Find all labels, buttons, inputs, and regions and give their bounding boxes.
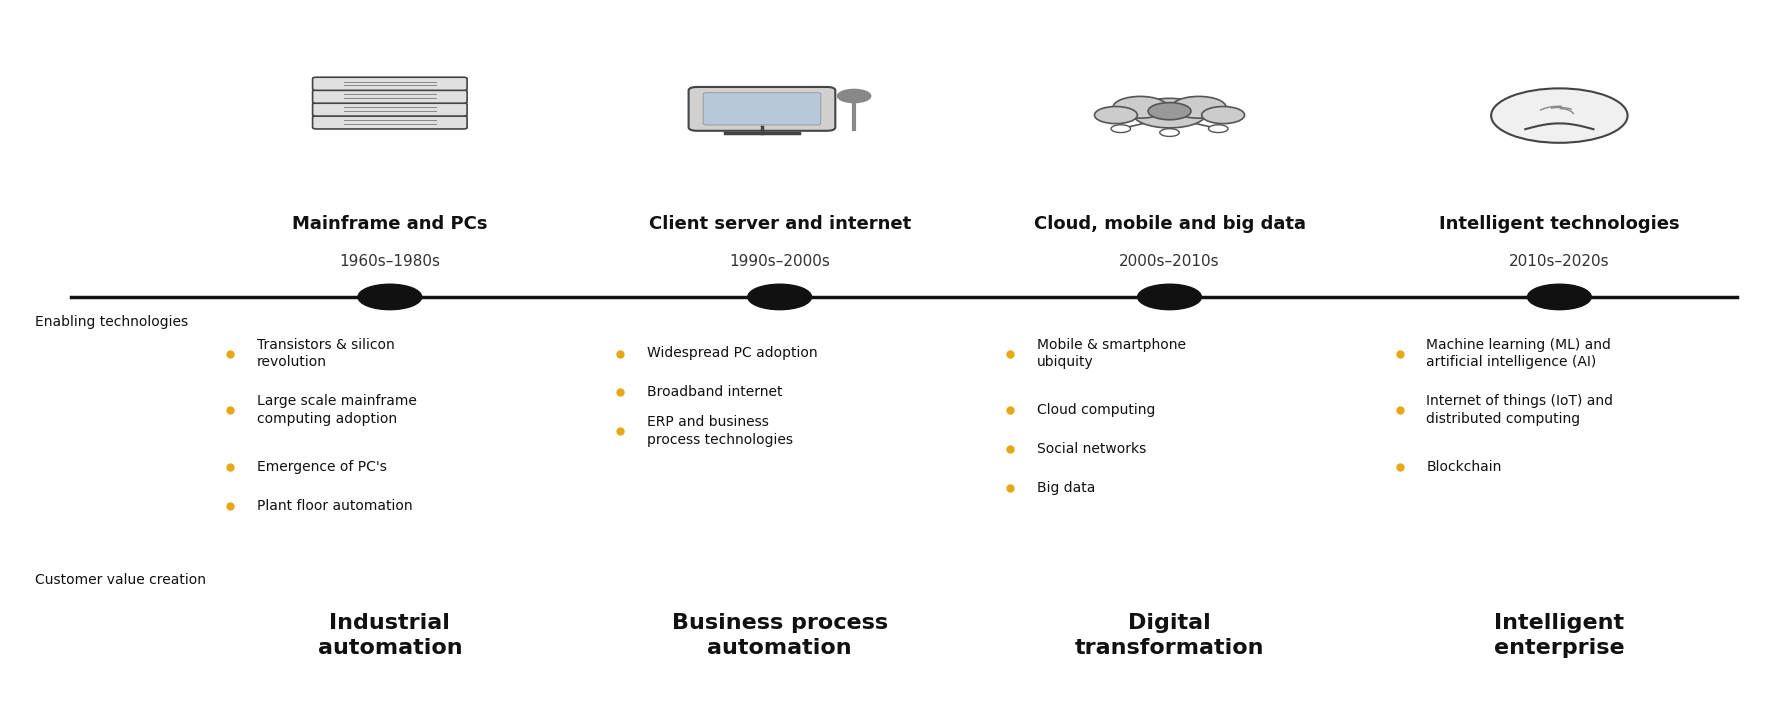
Text: Big data: Big data <box>1037 481 1095 495</box>
Text: ERP and business
process technologies: ERP and business process technologies <box>647 415 792 448</box>
Circle shape <box>1159 129 1180 136</box>
FancyBboxPatch shape <box>312 103 468 116</box>
FancyBboxPatch shape <box>703 93 820 125</box>
Text: Customer value creation: Customer value creation <box>35 573 207 587</box>
Text: Social networks: Social networks <box>1037 442 1146 456</box>
Circle shape <box>748 284 812 310</box>
Circle shape <box>1148 103 1191 119</box>
Text: 1990s–2000s: 1990s–2000s <box>730 254 829 269</box>
Text: Client server and internet: Client server and internet <box>649 216 911 233</box>
Circle shape <box>1490 88 1627 143</box>
Circle shape <box>1111 125 1131 133</box>
Circle shape <box>1095 107 1138 124</box>
Text: 1960s–1980s: 1960s–1980s <box>340 254 439 269</box>
Text: Machine learning (ML) and
artificial intelligence (AI): Machine learning (ML) and artificial int… <box>1426 337 1611 370</box>
Text: Digital
transformation: Digital transformation <box>1076 613 1263 658</box>
Text: Large scale mainframe
computing adoption: Large scale mainframe computing adoption <box>257 394 416 426</box>
Circle shape <box>358 284 422 310</box>
Text: Blockchain: Blockchain <box>1426 460 1503 474</box>
Circle shape <box>1201 107 1244 124</box>
Text: Emergence of PC's: Emergence of PC's <box>257 460 386 474</box>
Text: Cloud, mobile and big data: Cloud, mobile and big data <box>1033 216 1306 233</box>
Circle shape <box>838 89 870 103</box>
Text: Industrial
automation: Industrial automation <box>317 613 462 658</box>
Text: Plant floor automation: Plant floor automation <box>257 498 413 513</box>
Text: Internet of things (IoT) and
distributed computing: Internet of things (IoT) and distributed… <box>1426 394 1614 426</box>
Text: Intelligent
enterprise: Intelligent enterprise <box>1494 613 1625 658</box>
Circle shape <box>1171 96 1226 118</box>
Text: Widespread PC adoption: Widespread PC adoption <box>647 346 817 361</box>
Text: Cloud computing: Cloud computing <box>1037 403 1155 417</box>
Text: Intelligent technologies: Intelligent technologies <box>1439 216 1680 233</box>
FancyBboxPatch shape <box>312 77 468 90</box>
Text: Mainframe and PCs: Mainframe and PCs <box>292 216 487 233</box>
Circle shape <box>1209 125 1228 133</box>
FancyBboxPatch shape <box>689 87 835 131</box>
Circle shape <box>1138 284 1201 310</box>
FancyBboxPatch shape <box>312 116 468 129</box>
Text: Mobile & smartphone
ubiquity: Mobile & smartphone ubiquity <box>1037 337 1185 370</box>
Text: Enabling technologies: Enabling technologies <box>35 315 188 329</box>
Circle shape <box>1113 96 1168 118</box>
Text: 2000s–2010s: 2000s–2010s <box>1120 254 1219 269</box>
Text: Business process
automation: Business process automation <box>672 613 888 658</box>
FancyBboxPatch shape <box>312 90 468 103</box>
Text: 2010s–2020s: 2010s–2020s <box>1510 254 1609 269</box>
Text: Broadband internet: Broadband internet <box>647 385 781 399</box>
Text: Transistors & silicon
revolution: Transistors & silicon revolution <box>257 337 395 370</box>
Circle shape <box>1527 284 1591 310</box>
Circle shape <box>1132 98 1207 128</box>
